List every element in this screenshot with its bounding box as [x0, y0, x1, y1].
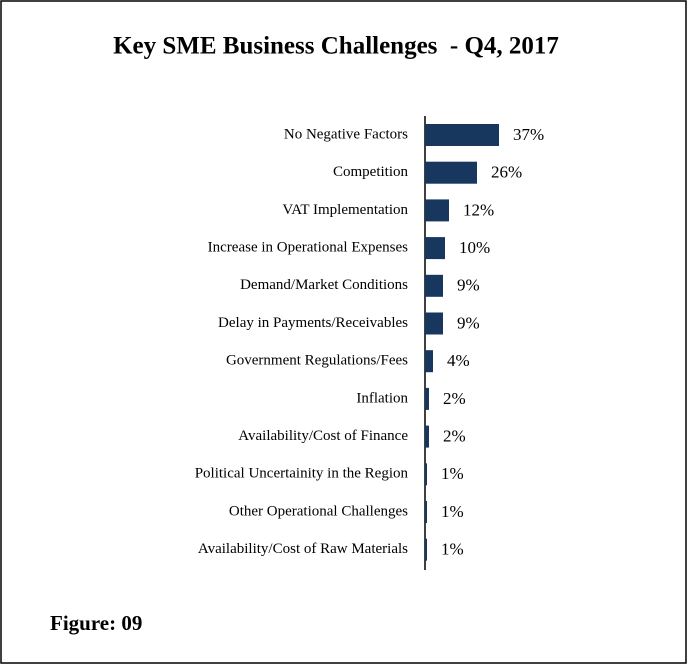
caption: Figure: 09: [50, 611, 142, 635]
value-label: 37%: [513, 125, 544, 144]
value-label: 10%: [459, 238, 490, 257]
value-label: 9%: [457, 276, 480, 295]
value-label: 1%: [441, 540, 464, 559]
category-label: Delay in Payments/Receivables: [218, 315, 408, 331]
category-label: No Negative Factors: [284, 126, 408, 142]
value-label: 1%: [441, 502, 464, 521]
chart-title: Key SME Business Challenges - Q4, 2017: [113, 33, 559, 60]
bar: [425, 199, 449, 222]
bar: [425, 312, 443, 335]
category-label: Political Uncertainity in the Region: [195, 466, 409, 482]
value-label: 1%: [441, 464, 464, 483]
bar: [425, 538, 427, 561]
category-label: Availability/Cost of Raw Materials: [198, 541, 408, 557]
bar: [425, 237, 445, 260]
category-label: Demand/Market Conditions: [240, 277, 408, 293]
category-label: Increase in Operational Expenses: [208, 240, 408, 256]
bar: [425, 463, 427, 486]
value-label: 4%: [447, 351, 470, 370]
value-label: 12%: [463, 200, 494, 219]
bar: [425, 350, 433, 373]
value-label: 2%: [443, 389, 466, 408]
value-label: 26%: [491, 163, 522, 182]
category-label: VAT Implementation: [282, 202, 408, 218]
category-label: Competition: [333, 164, 409, 180]
category-label: Availability/Cost of Finance: [238, 428, 408, 444]
bar: [425, 387, 429, 410]
bar: [425, 274, 443, 297]
bar: [425, 161, 477, 184]
bar: [425, 124, 499, 146]
value-label: 9%: [457, 313, 480, 332]
category-label: Inflation: [356, 390, 408, 406]
bar: [425, 501, 427, 523]
category-label: Government Regulations/Fees: [226, 353, 408, 369]
category-label: Other Operational Challenges: [229, 503, 408, 519]
bar: [425, 425, 429, 448]
value-label: 2%: [443, 427, 466, 446]
